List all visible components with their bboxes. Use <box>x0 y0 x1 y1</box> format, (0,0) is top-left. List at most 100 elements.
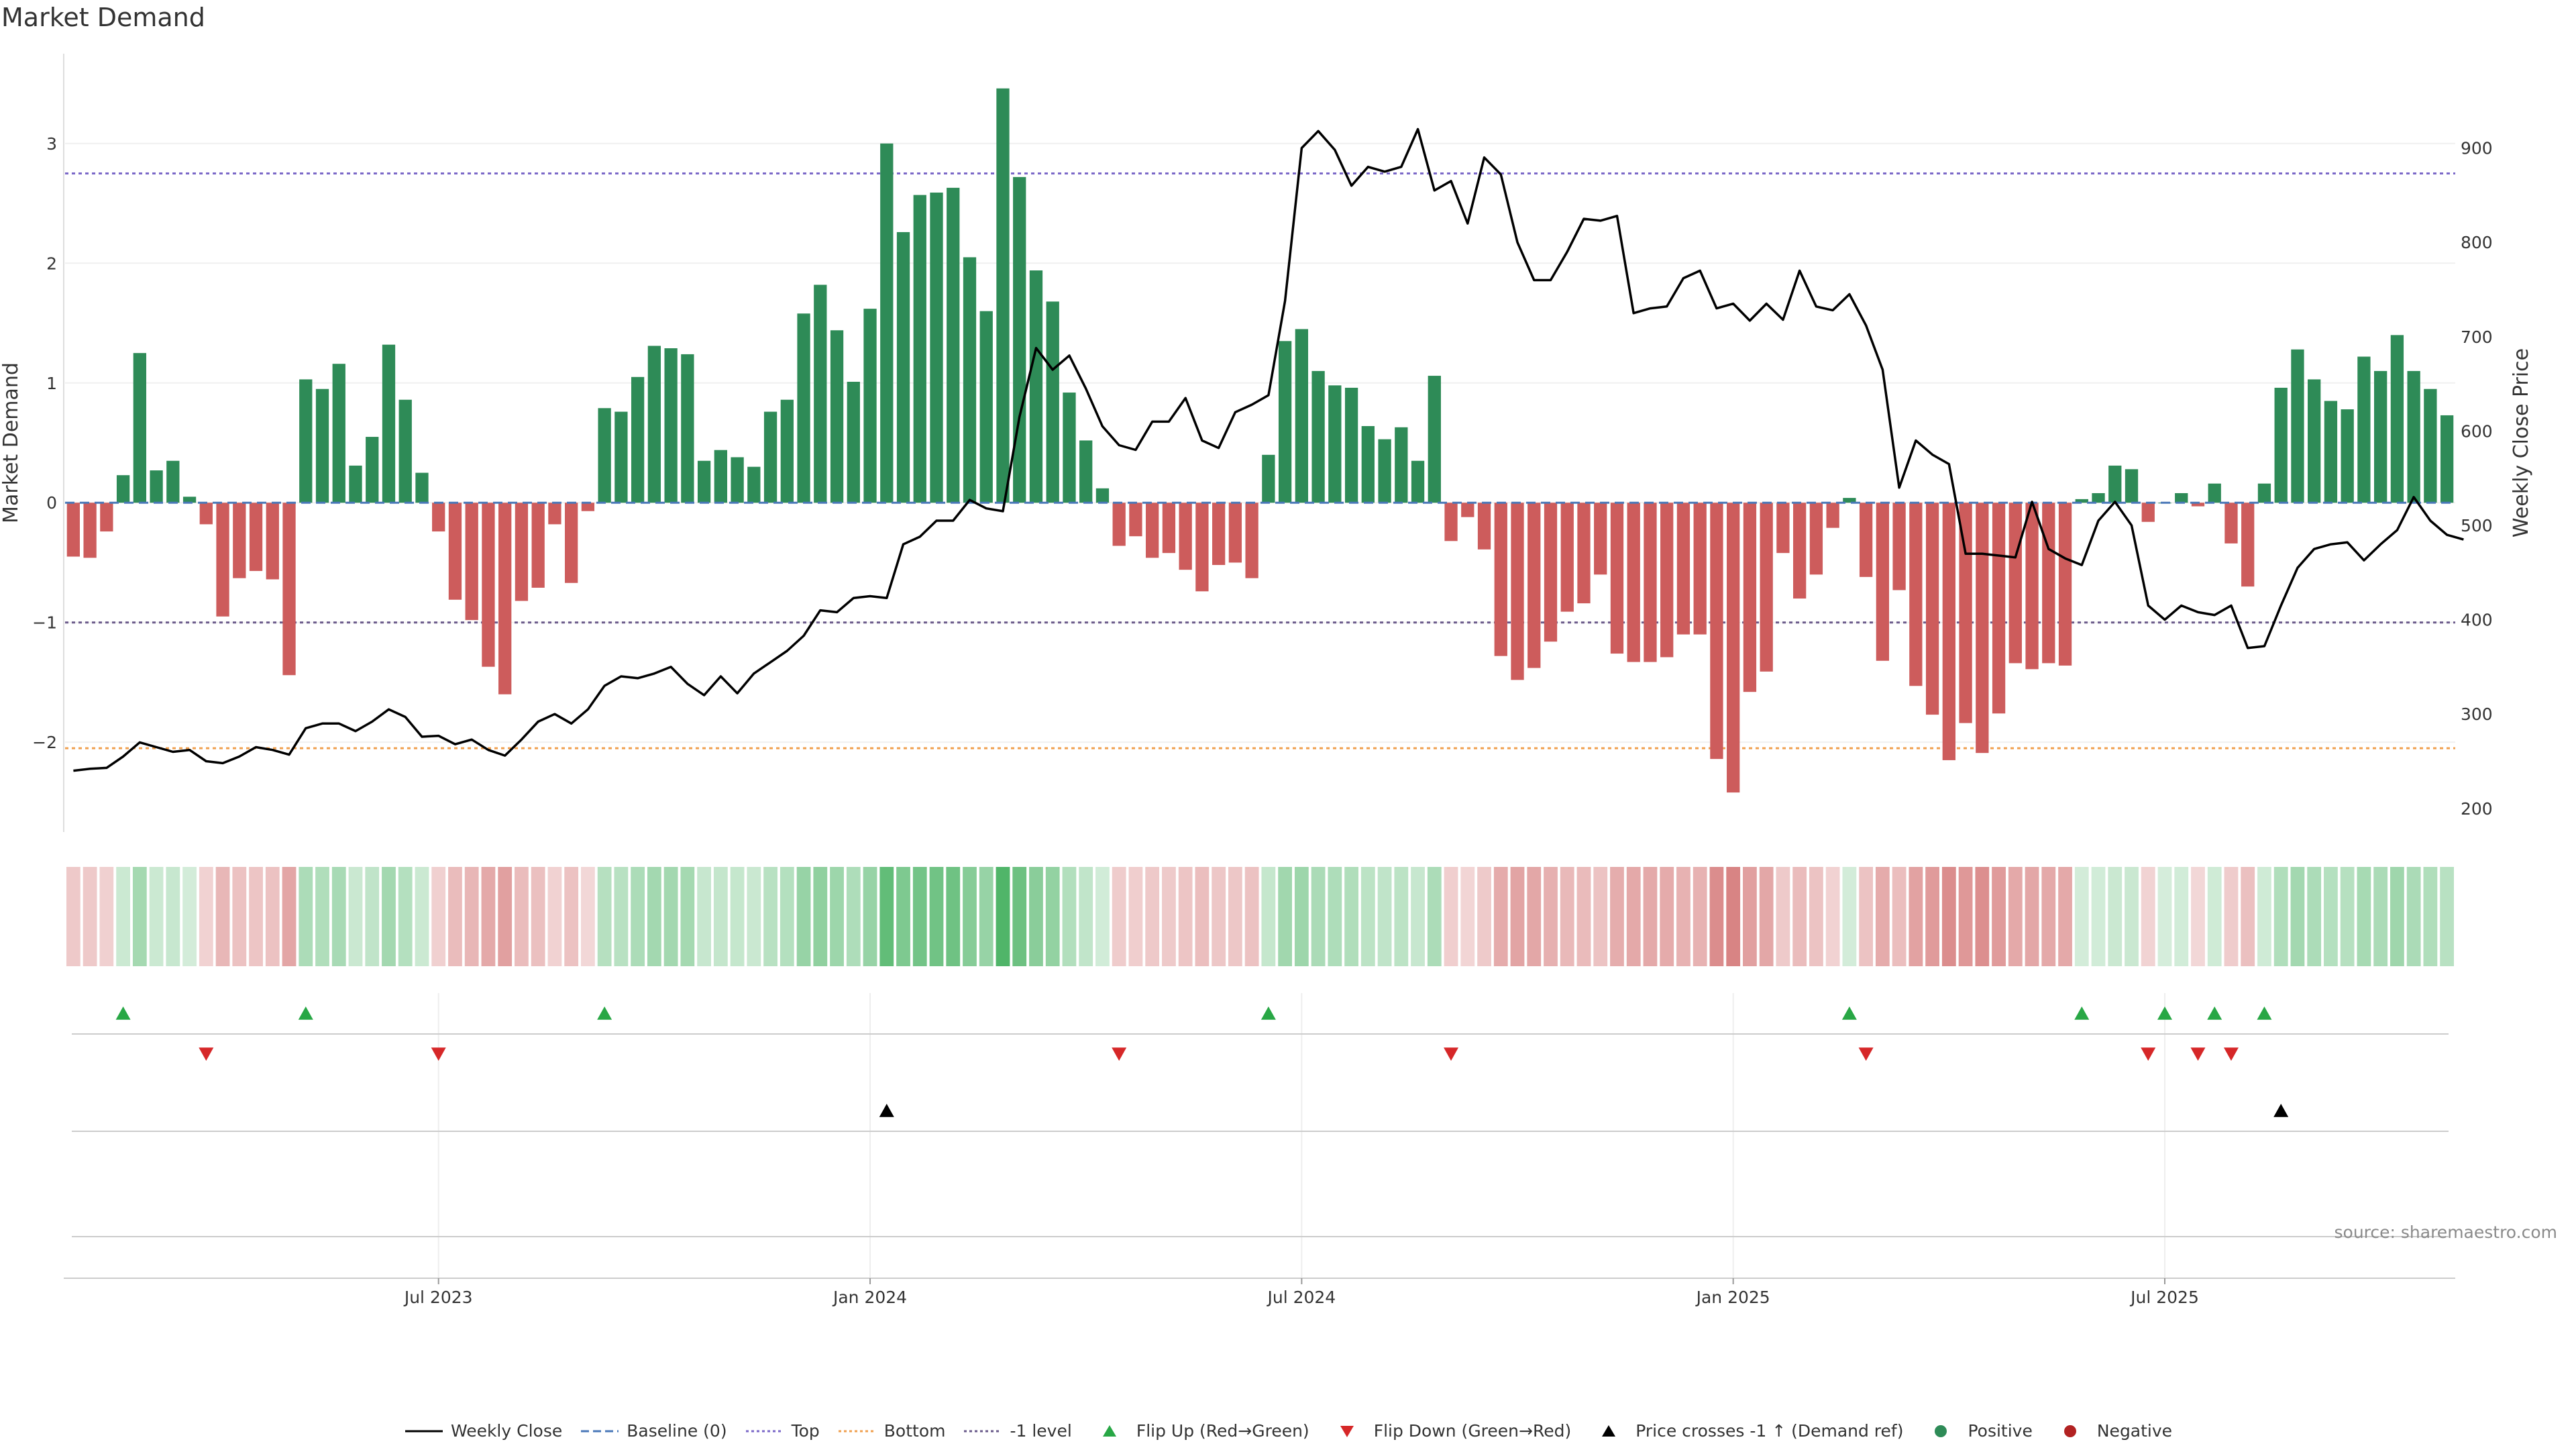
demand-bar <box>1859 503 1873 577</box>
heat-cell <box>398 867 413 966</box>
source-note: source: sharemaestro.com <box>2334 1223 2558 1242</box>
demand-bar <box>1727 503 1740 793</box>
heat-cell <box>963 867 977 966</box>
demand-bar <box>979 311 993 503</box>
heat-cell <box>232 867 247 966</box>
demand-bar <box>963 257 977 503</box>
demand-bar <box>1079 440 1093 503</box>
heat-cell <box>697 867 711 966</box>
demand-bar <box>199 503 213 525</box>
demand-bar <box>863 309 877 503</box>
flip-down-marker <box>1444 1047 1459 1061</box>
demand-bar <box>631 376 645 503</box>
demand-bar <box>1112 503 1126 546</box>
heat-cell <box>2074 867 2089 966</box>
demand-bar <box>1395 427 1408 503</box>
heat-cell <box>99 867 114 966</box>
heat-cell <box>1593 867 1608 966</box>
legend-label: -1 level <box>1010 1421 1072 1441</box>
demand-bar <box>1527 503 1541 668</box>
heat-cell <box>1128 867 1143 966</box>
heat-cell <box>1992 867 2006 966</box>
demand-bar <box>1063 393 1076 503</box>
heat-cell <box>1726 867 1741 966</box>
heat-cell <box>1792 867 1807 966</box>
heat-cell <box>1062 867 1077 966</box>
x-tick-label: Jul 2025 <box>2129 1288 2199 1307</box>
heat-cell <box>946 867 961 966</box>
demand-bar <box>1992 503 2006 714</box>
legend-swatch <box>2063 1424 2076 1437</box>
legend-label: Bottom <box>883 1421 946 1441</box>
demand-bar <box>2092 492 2105 503</box>
heat-cell <box>2440 867 2455 966</box>
heat-cell <box>1610 867 1624 966</box>
price-cross-marker <box>879 1104 894 1117</box>
legend-label: Flip Up (Red→Green) <box>1136 1421 1309 1441</box>
heat-cell <box>1261 867 1276 966</box>
heat-cell <box>2357 867 2371 966</box>
demand-bar <box>2374 370 2387 503</box>
heat-cell <box>1360 867 1375 966</box>
heat-cell <box>1676 867 1690 966</box>
x-tick-label: Jul 2024 <box>1266 1288 1336 1307</box>
legend-swatch <box>745 1430 784 1432</box>
chart-legend: Weekly Close Baseline (0) Top Bottom -1 leve… <box>0 1421 2576 1441</box>
heat-cell <box>631 867 645 966</box>
demand-bar <box>598 408 611 503</box>
demand-bar <box>1577 503 1591 604</box>
legend-label: Price crosses -1 ↑ (Demand ref) <box>1635 1421 1904 1441</box>
heat-cell <box>2207 867 2222 966</box>
heat-cell <box>2174 867 2189 966</box>
legend-label: Top <box>791 1421 820 1441</box>
demand-bar <box>282 503 296 676</box>
demand-bar <box>1693 503 1707 635</box>
demand-bar <box>266 503 279 580</box>
demand-bar <box>100 503 113 532</box>
legend-item: Baseline (0) <box>580 1421 727 1441</box>
heat-cell <box>763 867 777 966</box>
demand-bar <box>2390 335 2404 503</box>
heat-cell <box>929 867 944 966</box>
heat-cell <box>132 867 147 966</box>
demand-bar <box>1560 503 1574 612</box>
demand-bar <box>432 503 445 532</box>
demand-bar <box>2224 503 2238 543</box>
legend-swatch <box>1102 1424 1116 1437</box>
demand-bar <box>664 348 678 503</box>
heat-cell <box>2191 867 2205 966</box>
legend-label: Positive <box>1968 1421 2033 1441</box>
heat-cell <box>1477 867 1491 966</box>
heat-cell <box>531 867 545 966</box>
demand-bar <box>531 503 545 588</box>
demand-bar <box>382 344 396 503</box>
demand-bar <box>2440 415 2454 503</box>
demand-bar <box>1660 503 1674 658</box>
legend-item: -1 level <box>963 1421 1072 1441</box>
legend-item: Flip Down (Green→Red) <box>1327 1421 1571 1441</box>
heat-cell <box>2125 867 2139 966</box>
flip-down-marker <box>199 1047 214 1061</box>
demand-bar <box>2357 356 2371 503</box>
demand-bar <box>697 460 711 503</box>
heat-cell <box>1693 867 1707 966</box>
heat-cell <box>1544 867 1558 966</box>
x-tick-label: Jul 2023 <box>403 1288 473 1307</box>
demand-bar <box>233 503 246 578</box>
heat-cell <box>2340 867 2355 966</box>
heat-cell <box>1344 867 1358 966</box>
demand-bar <box>2241 503 2255 587</box>
flip-down-marker <box>2190 1047 2206 1061</box>
y-tick-label: 0 <box>46 493 57 513</box>
heat-cell <box>547 867 562 966</box>
heat-cell <box>1958 867 1973 966</box>
demand-bar <box>1959 503 1972 723</box>
demand-bar <box>2407 370 2420 503</box>
y-tick-label: −2 <box>32 733 57 752</box>
demand-bar <box>681 354 694 503</box>
y2-tick-label: 200 <box>2461 799 2493 819</box>
demand-bar <box>2191 503 2205 507</box>
demand-bar <box>763 411 777 503</box>
demand-bar <box>515 503 529 601</box>
demand-bar <box>930 193 943 503</box>
